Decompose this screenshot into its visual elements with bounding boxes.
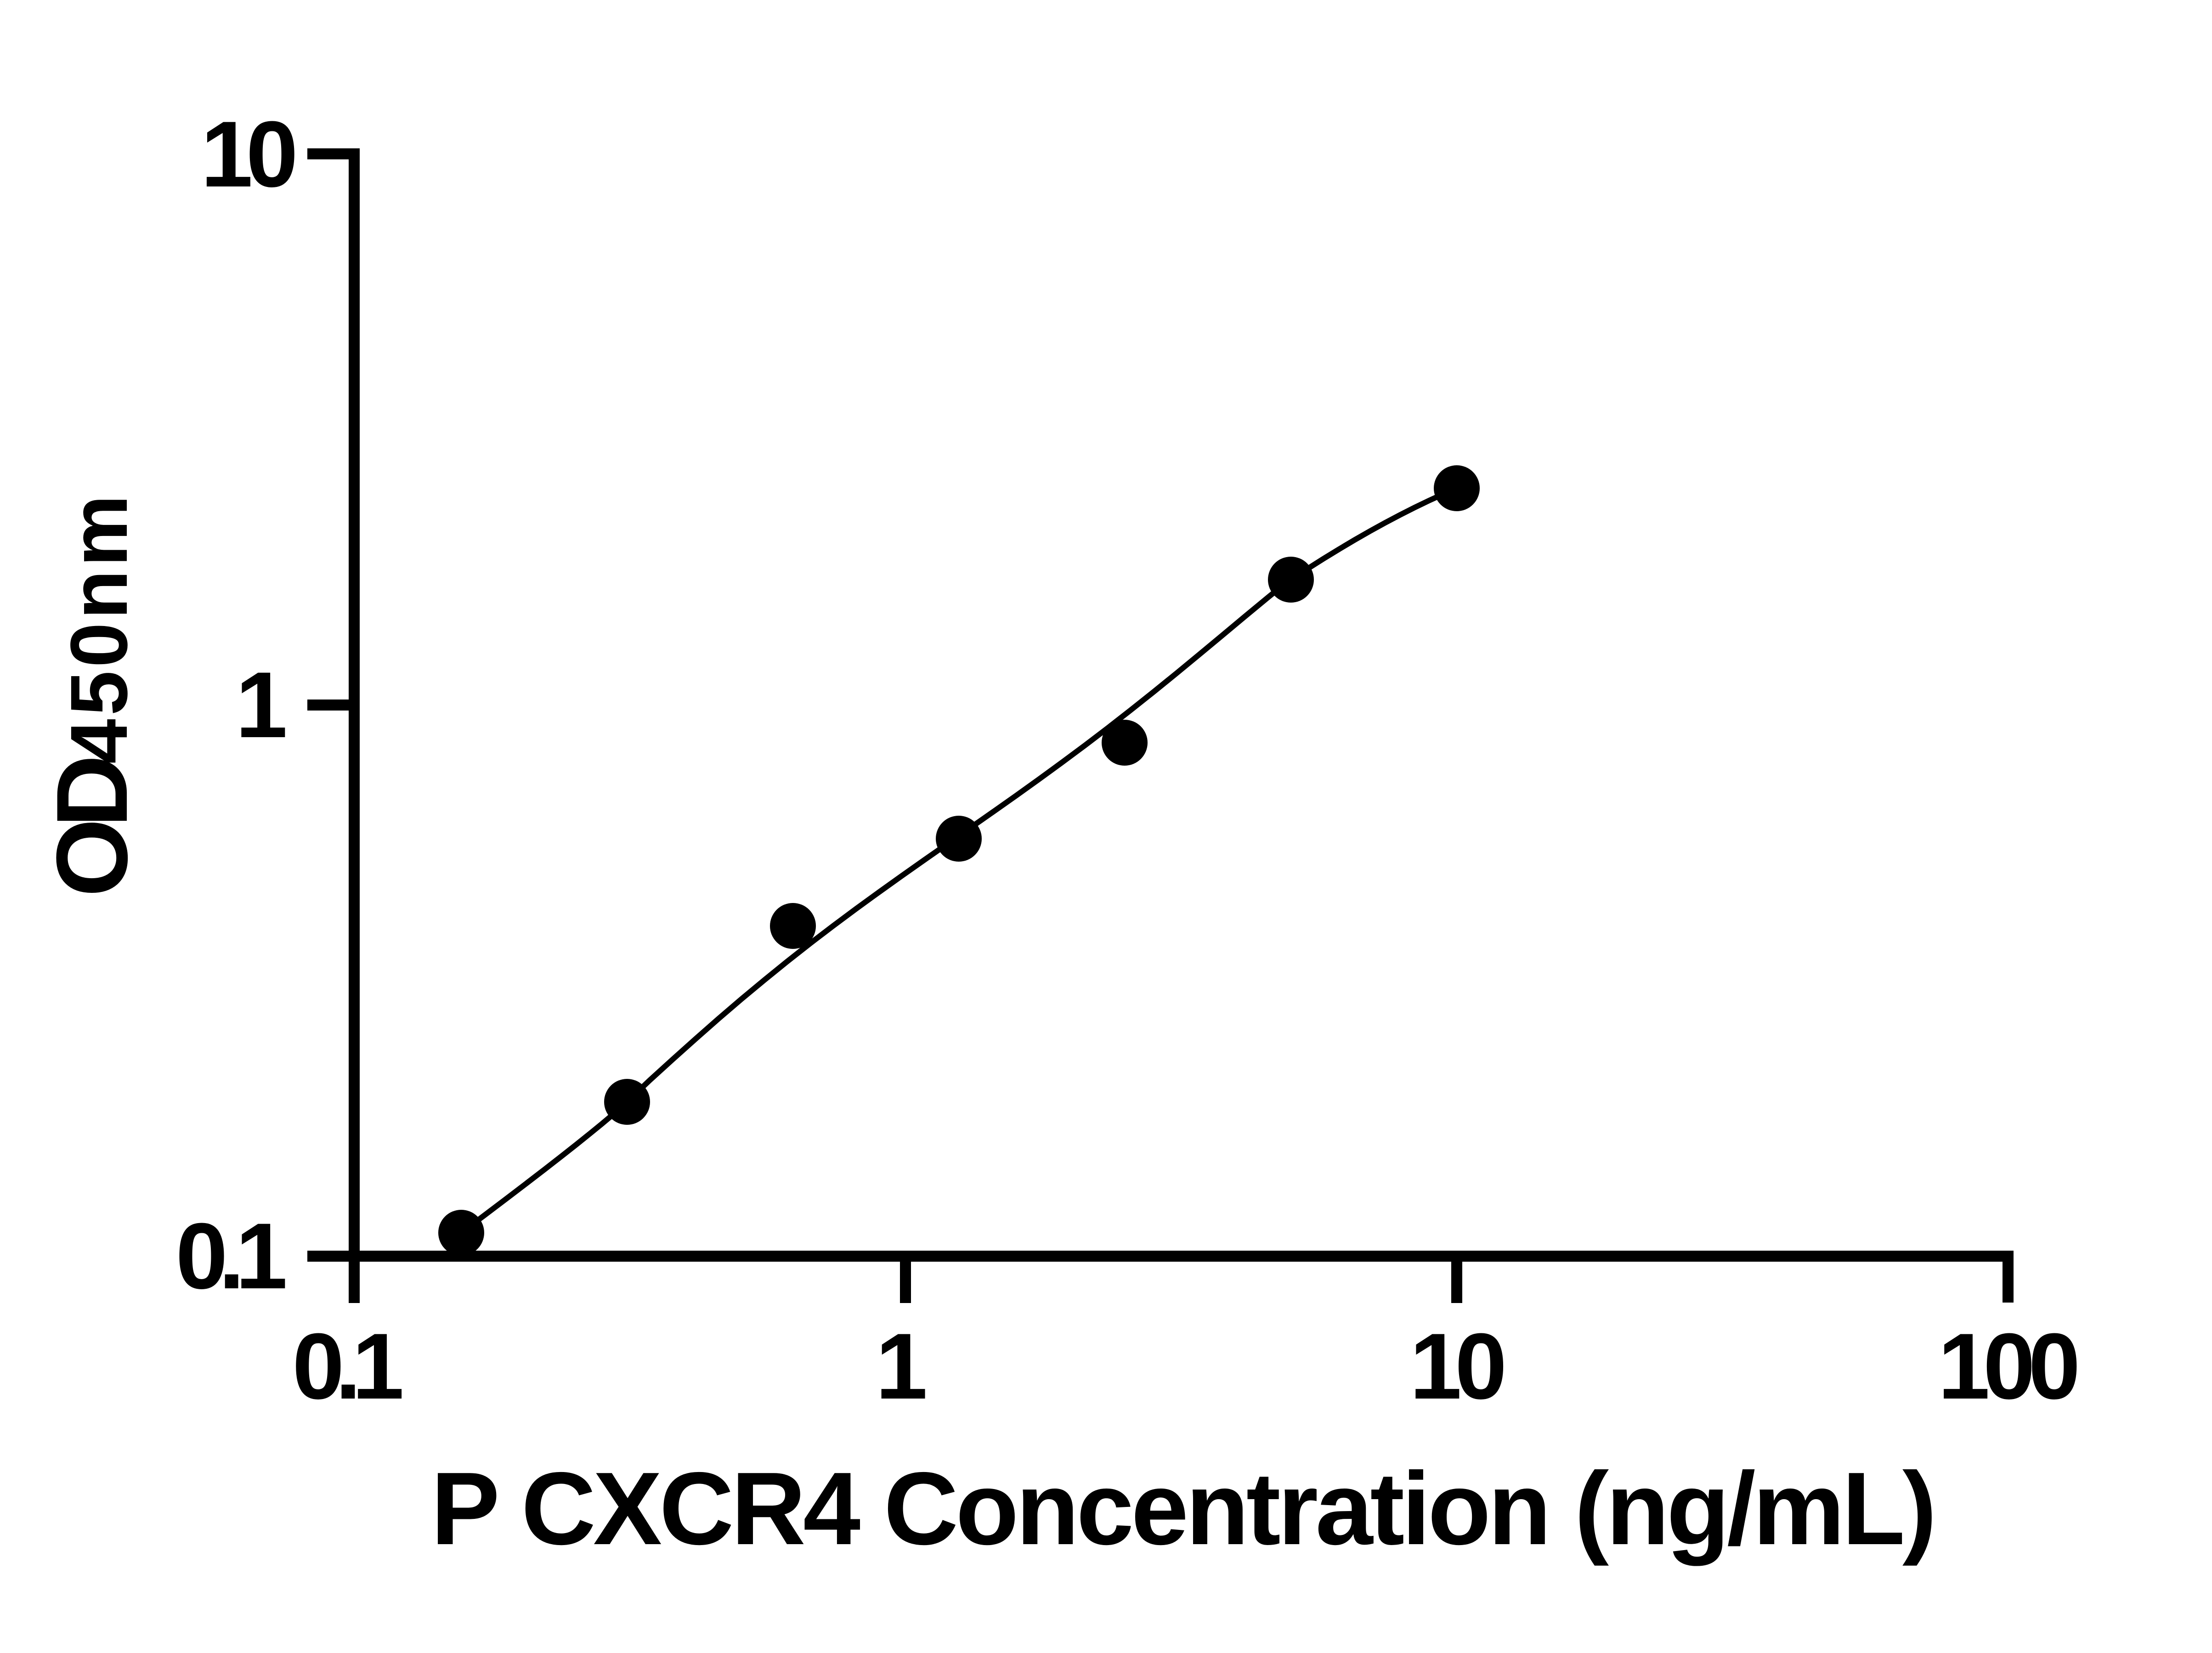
svg-text:1: 1 xyxy=(876,1314,925,1419)
svg-text:OD450nm: OD450nm xyxy=(35,491,148,897)
svg-text:1: 1 xyxy=(236,653,285,757)
svg-text:10: 10 xyxy=(201,102,294,207)
svg-text:100: 100 xyxy=(1938,1314,2077,1419)
svg-text:0.1: 0.1 xyxy=(175,1204,285,1309)
svg-text:P CXCR4 Concentration (ng/mL): P CXCR4 Concentration (ng/mL) xyxy=(431,1450,1934,1566)
svg-text:10: 10 xyxy=(1410,1314,1504,1419)
svg-text:0.1: 0.1 xyxy=(292,1314,402,1419)
